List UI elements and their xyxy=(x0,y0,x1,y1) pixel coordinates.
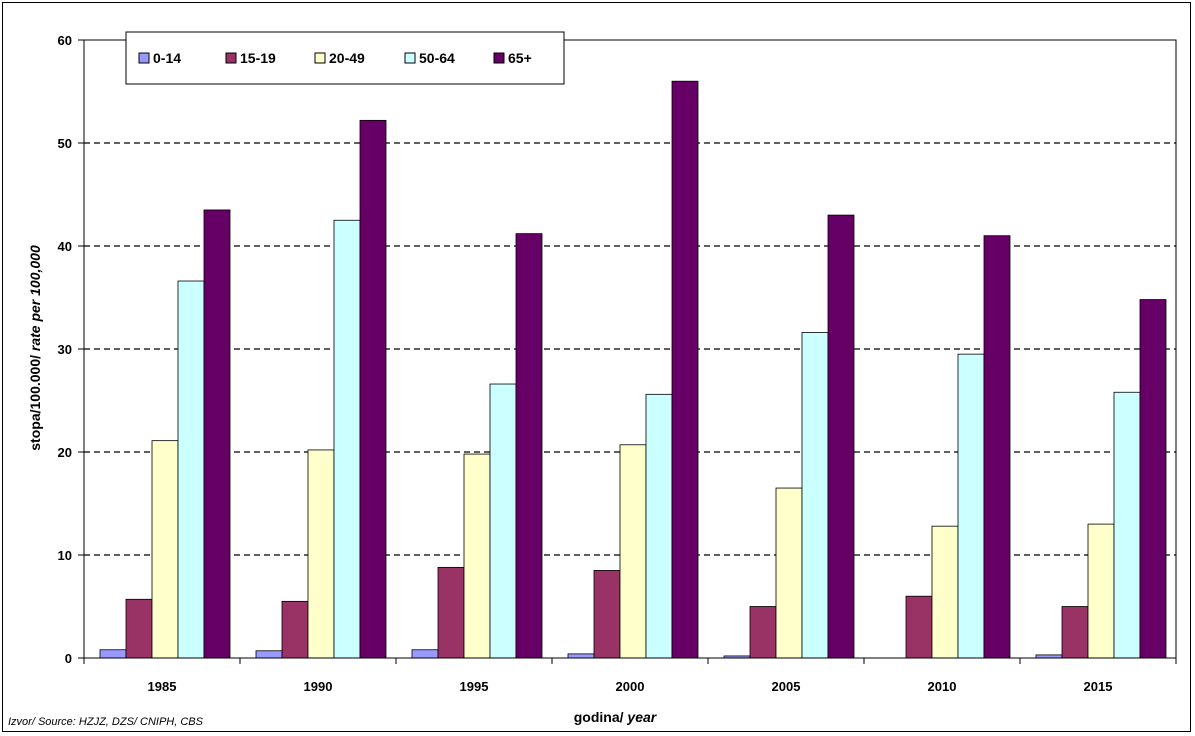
bar-50-64-1995 xyxy=(489,383,517,659)
legend-swatch xyxy=(314,52,326,64)
y-tick-label: 40 xyxy=(58,239,72,254)
legend-label: 65+ xyxy=(508,50,532,66)
bar-65+-2005 xyxy=(827,214,855,659)
legend-swatch xyxy=(493,52,505,64)
bar-20-49-1995 xyxy=(463,453,491,659)
legend: 0-14 15-19 20-49 50-64 65+ xyxy=(125,31,565,85)
bar-50-64-2010 xyxy=(957,353,985,659)
y-tick-label: 30 xyxy=(58,342,72,357)
y-tick-labels: 0 10 20 30 40 50 60 xyxy=(58,33,84,666)
bar-65+-1985 xyxy=(203,209,231,659)
bar-15-19-1995 xyxy=(437,566,465,659)
y-tick-label: 50 xyxy=(58,136,72,151)
y-tick-label: 0 xyxy=(65,651,72,666)
x-tick-label: 2000 xyxy=(616,679,645,694)
y-tick-label: 10 xyxy=(58,548,72,563)
bar-50-64-1985 xyxy=(177,280,205,659)
bar-20-49-2015 xyxy=(1087,523,1115,659)
bar-15-19-2005 xyxy=(749,606,777,659)
legend-box xyxy=(125,31,565,85)
legend-swatch xyxy=(225,52,237,64)
bar-0-14-2000 xyxy=(567,653,595,659)
bar-20-49-2010 xyxy=(931,525,959,659)
legend-label: 0-14 xyxy=(153,50,181,66)
y-tick-label: 60 xyxy=(58,33,72,48)
y-axis-title: stopa/100.000/ rate per 100,000 xyxy=(27,245,43,451)
bar-65+-1990 xyxy=(359,119,387,659)
bar-65+-1995 xyxy=(515,233,543,659)
bar-65+-2010 xyxy=(983,235,1011,659)
bar-20-49-2005 xyxy=(775,487,803,659)
bar-50-64-2005 xyxy=(801,332,829,659)
bar-15-19-1990 xyxy=(281,600,309,659)
legend-swatch xyxy=(138,52,150,64)
bar-65+-2015 xyxy=(1139,299,1167,659)
x-tick-label: 1990 xyxy=(304,679,333,694)
x-tick-label: 2005 xyxy=(772,679,801,694)
bar-20-49-1990 xyxy=(307,449,335,659)
legend-label: 50-64 xyxy=(419,50,455,66)
bar-0-14-1990 xyxy=(255,650,283,659)
bar-20-49-1985 xyxy=(151,440,179,659)
x-tick-label: 1995 xyxy=(460,679,489,694)
x-tick-labels: 1985 1990 1995 2000 2005 2010 2015 xyxy=(83,658,1177,694)
x-tick-label: 2015 xyxy=(1084,679,1113,694)
x-tick-label: 2010 xyxy=(928,679,957,694)
legend-label: 15-19 xyxy=(240,50,276,66)
bar-50-64-1990 xyxy=(333,219,361,659)
bar-65+-2000 xyxy=(671,80,699,659)
x-tick-label: 1985 xyxy=(148,679,177,694)
bar-0-14-1985 xyxy=(99,649,127,659)
bar-15-19-2010 xyxy=(905,595,933,659)
bar-50-64-2015 xyxy=(1113,391,1141,659)
bar-0-14-1995 xyxy=(411,649,439,659)
bar-15-19-1985 xyxy=(125,598,153,659)
bar-15-19-2015 xyxy=(1061,606,1089,659)
bar-20-49-2000 xyxy=(619,444,647,659)
bars xyxy=(99,80,1167,659)
legend-label: 20-49 xyxy=(329,50,365,66)
x-axis-title: godina/ year xyxy=(574,709,658,725)
bar-15-19-2000 xyxy=(593,570,621,659)
bar-50-64-2000 xyxy=(645,393,673,659)
y-tick-label: 20 xyxy=(58,445,72,460)
source-note: Izvor/ Source: HZJZ, DZS/ CNIPH, CBS xyxy=(8,716,204,728)
legend-swatch xyxy=(404,52,416,64)
